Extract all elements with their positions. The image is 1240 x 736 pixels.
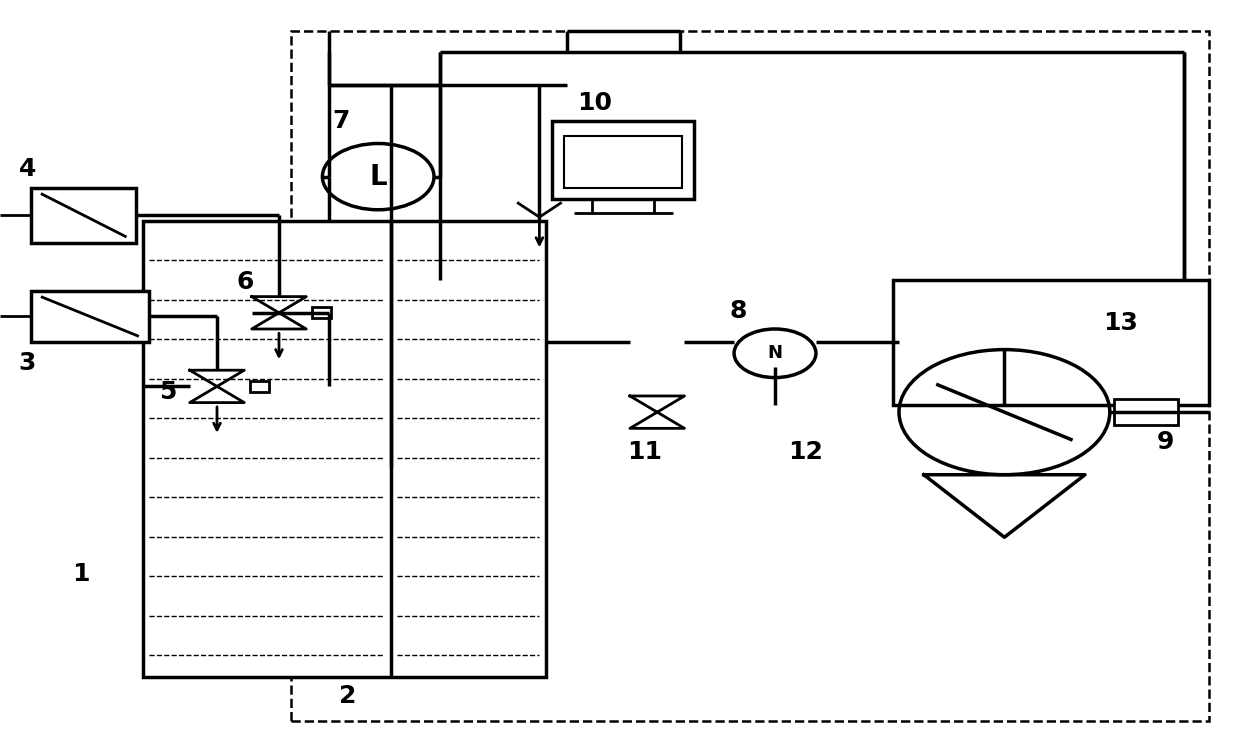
Text: L: L [370, 163, 387, 191]
Bar [250, 381, 269, 392]
Text: 6: 6 [237, 270, 254, 294]
Text: 5: 5 [159, 380, 176, 403]
Text: 10: 10 [577, 91, 613, 115]
Text: 1: 1 [72, 562, 89, 586]
Bar [564, 136, 682, 188]
Bar [552, 121, 694, 199]
Text: 3: 3 [19, 351, 36, 375]
Bar [291, 31, 1209, 721]
Text: N: N [768, 344, 782, 362]
Text: 13: 13 [1104, 311, 1138, 336]
Text: 12: 12 [789, 440, 823, 464]
Bar [31, 291, 149, 342]
Bar [893, 280, 1209, 405]
Text: 4: 4 [19, 158, 36, 181]
Text: 11: 11 [627, 440, 662, 464]
Bar [1114, 399, 1178, 425]
Bar [312, 308, 331, 318]
Text: 8: 8 [729, 299, 746, 322]
Bar [31, 188, 136, 243]
Text: 2: 2 [339, 684, 356, 707]
Text: 7: 7 [332, 110, 350, 133]
Bar [143, 221, 546, 677]
Text: 9: 9 [1157, 430, 1174, 453]
